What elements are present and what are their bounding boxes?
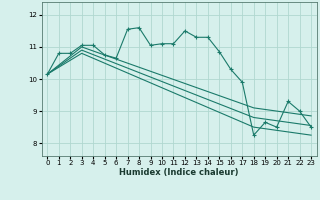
X-axis label: Humidex (Indice chaleur): Humidex (Indice chaleur)	[119, 168, 239, 177]
